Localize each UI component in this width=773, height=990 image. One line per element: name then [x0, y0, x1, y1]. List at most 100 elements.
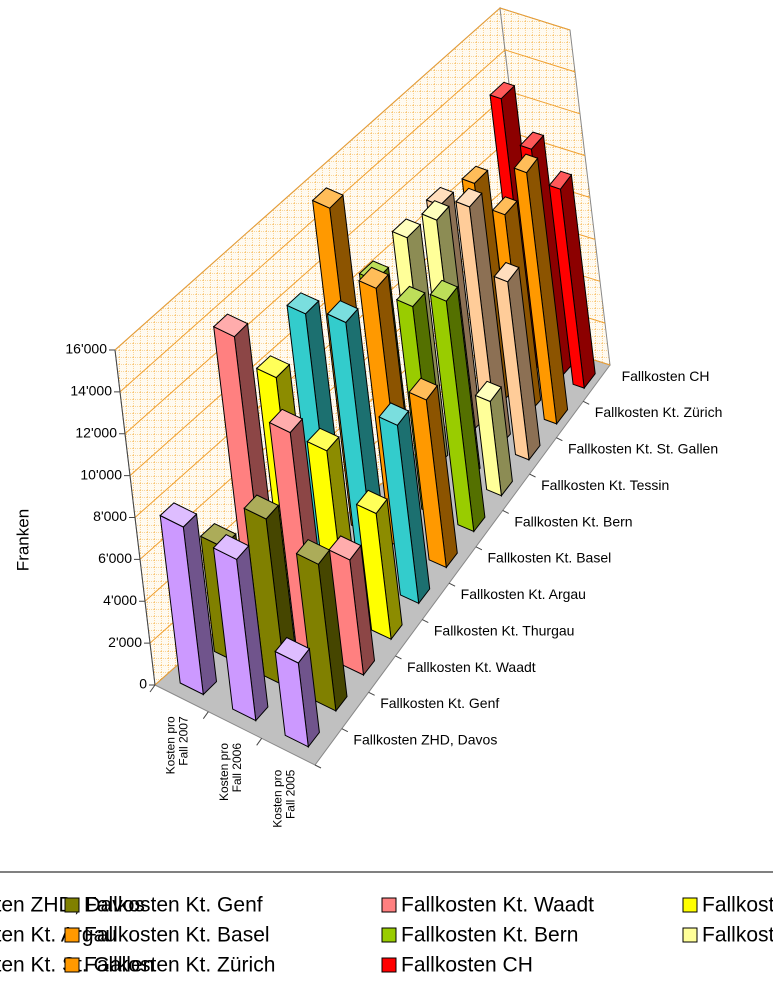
bar-top [395, 285, 426, 308]
x-tick-label-line: Fall 2005 [284, 769, 298, 819]
depth-tick-label: Fallkosten CH [622, 368, 710, 384]
bar [212, 533, 269, 722]
grid-line [119, 49, 576, 393]
depth-tick [395, 655, 402, 660]
legend-label: Fallkosten Kt. Basel [84, 924, 270, 947]
y-tick-label: 8'000 [93, 508, 127, 524]
legend-swatch [64, 897, 80, 913]
bar [159, 502, 218, 696]
bar-top [489, 81, 516, 100]
depth-tick-label: Fallkosten Kt. Genf [380, 695, 499, 711]
bar [493, 261, 541, 462]
bar-top [328, 535, 362, 561]
depth-tick [502, 510, 509, 514]
bar-top [491, 196, 518, 216]
y-tick-label: 16'000 [65, 341, 107, 357]
legend-swatch [64, 957, 80, 973]
depth-tick [529, 473, 536, 478]
bar-top [268, 408, 304, 434]
depth-tick-label: Fallkosten Kt. Zürich [595, 404, 723, 420]
legend-swatch [381, 927, 397, 943]
depth-tick [448, 582, 456, 587]
bar-top [295, 538, 331, 565]
depth-tick [422, 619, 429, 623]
legend-label: Fallkosten Kt. Tessin [702, 924, 773, 947]
legend-label: Fallkosten CH [401, 954, 533, 977]
bar [474, 380, 513, 497]
x-tick [202, 711, 209, 719]
x-tick-label-line: Kosten pro [217, 743, 231, 801]
bar [295, 538, 348, 713]
bar-top [461, 165, 489, 184]
bar-top [358, 266, 390, 289]
bar-top [212, 533, 250, 561]
x-tick-label: Kosten proFall 2005 [271, 769, 298, 827]
legend-label: Fallkosten Kt. Thurgau [702, 894, 773, 917]
depth-tick-label: Fallkosten ZHD, Davos [353, 732, 497, 748]
bar-top [408, 377, 439, 401]
depth-tick [556, 437, 563, 442]
bar-top [548, 170, 573, 190]
depth-tick-label: Fallkosten Kt. Tessin [541, 477, 669, 493]
x-tick-label-line: Fall 2006 [230, 743, 244, 793]
x-tick-label-line: Kosten pro [271, 769, 285, 827]
depth-tick [368, 691, 375, 696]
bar-top [421, 200, 450, 221]
depth-tick-label: Fallkosten Kt. Argau [461, 586, 586, 602]
y-axis-title: Franken [13, 509, 32, 571]
bar-top [286, 292, 320, 315]
depth-tick [582, 400, 590, 405]
y-tick-label: 0 [139, 676, 147, 692]
bar-top [391, 218, 422, 239]
y-axis [114, 349, 156, 686]
bar-top [355, 489, 388, 515]
bar-top [429, 279, 459, 302]
bar [408, 377, 458, 569]
bar [429, 279, 486, 533]
bar-top [378, 402, 410, 426]
bar-top [493, 261, 520, 283]
y-tick-label: 12'000 [75, 424, 117, 440]
bar-top [474, 380, 502, 403]
bar [328, 535, 376, 677]
legend-swatch [682, 897, 698, 913]
legend-label: Fallkosten Kt. Waadt [401, 894, 594, 917]
depth-tick [341, 728, 349, 733]
bar-top [243, 494, 280, 520]
bar-top [455, 187, 483, 208]
x-tick [149, 684, 156, 693]
x-tick-label: Kosten proFall 2006 [217, 743, 244, 801]
x-tick [256, 738, 263, 746]
x-tick-label-line: Kosten pro [164, 716, 178, 774]
depth-tick-label: Fallkosten Kt. Bern [514, 513, 632, 529]
grid-line [114, 7, 571, 351]
y-tick-label: 14'000 [70, 383, 112, 399]
depth-tick-label: Fallkosten Kt. Waadt [407, 659, 536, 675]
y-tick-label: 6'000 [98, 550, 132, 566]
bar-top [306, 427, 340, 452]
legend-swatch [381, 897, 397, 913]
bar-top [326, 300, 359, 324]
legend-swatch [682, 927, 698, 943]
bar-top [274, 636, 311, 664]
bar-top [513, 153, 539, 174]
bar [274, 636, 320, 749]
bar-top [519, 131, 545, 150]
depth-tick-label: Fallkosten Kt. Basel [488, 550, 612, 566]
legend-label: Fallkosten Kt. Genf [84, 894, 263, 917]
legend-label: Fallkosten Kt. Zürich [84, 954, 275, 977]
bar [378, 402, 431, 605]
depth-tick-label: Fallkosten Kt. Thurgau [434, 622, 575, 638]
legend-label: Fallkosten Kt. Bern [401, 924, 578, 947]
y-tick-label: 4'000 [103, 592, 137, 608]
bar-top [212, 313, 249, 338]
y-tick-label: 2'000 [108, 634, 142, 650]
x-tick-label: Kosten proFall 2007 [164, 716, 191, 774]
bar-top [255, 355, 291, 379]
bar [355, 489, 403, 641]
depth-tick [314, 764, 322, 769]
depth-tick [475, 546, 483, 551]
x-tick-label-line: Fall 2007 [177, 716, 191, 766]
y-tick-label: 10'000 [80, 466, 122, 482]
